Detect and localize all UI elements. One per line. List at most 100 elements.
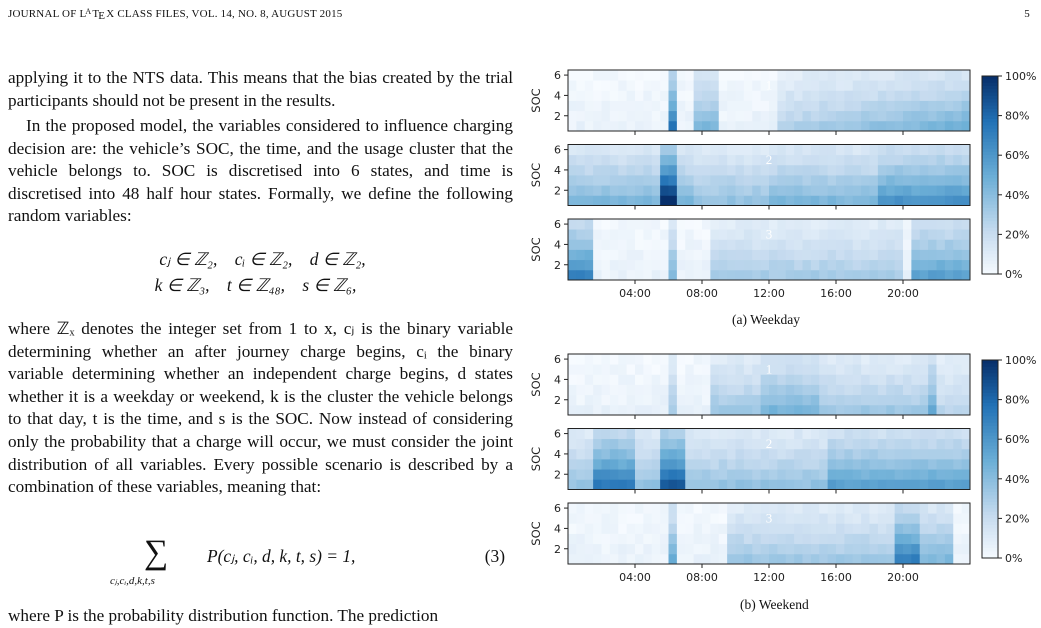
heatmap-cell [676,448,686,460]
heatmap-cell [886,195,896,206]
heatmap-cell [752,175,762,186]
heatmap-cell [919,144,929,156]
heatmap-cell [676,175,686,186]
colorbar-tick-label: 0% [1005,552,1022,565]
heatmap-cell [769,354,778,365]
heatmap-cell [877,100,887,112]
heatmap-cell [886,543,896,555]
heatmap-cell [861,229,870,240]
heatmap-cell [936,428,946,440]
colorbar-segment [982,495,998,500]
heatmap-cell [961,384,971,396]
heatmap-cell [626,428,636,440]
heatmap-cell [936,120,946,132]
heatmap-cell [819,164,829,176]
heatmap-cell [785,80,795,91]
heatmap-cell [894,533,904,545]
heatmap-cell [944,239,954,250]
heatmap-cell [760,164,770,176]
heatmap-cell [944,448,954,460]
heatmap-cell [702,394,711,406]
heatmap-cell [819,100,829,112]
heatmap-cell [852,259,862,271]
heatmap-cell [836,144,845,156]
y-tick-label: 6 [554,502,561,515]
heatmap-cell [727,533,736,545]
heatmap-cell [852,479,862,490]
y-axis-label: SOC [529,521,543,545]
y-tick-label: 4 [554,89,561,102]
heatmap-cell [919,90,929,101]
heatmap-cell [710,185,720,196]
heatmap-cell [568,195,577,206]
heatmap-cell [710,523,720,534]
heatmap-cell [911,164,921,176]
heatmap-cell [660,553,669,565]
heatmap-cell [676,259,686,271]
heatmap-cell [936,164,946,176]
x-tick-label: 08:00 [686,287,718,300]
heatmap-cell [576,469,586,480]
heatmap-cell [903,164,912,176]
heatmap-cell [660,90,669,101]
heatmap-cell [911,438,921,450]
heatmap-cell [618,164,628,176]
colorbar-segment [982,237,998,242]
heatmap-cell [618,100,628,112]
heatmap-cell [844,394,854,406]
heatmap-cell [785,428,795,440]
colorbar-segment [982,208,998,212]
heatmap-cell [869,459,879,470]
heatmap-cell [861,428,870,440]
heatmap-cell [727,438,736,450]
heatmap-cell [635,523,644,534]
cluster-label: 1 [766,362,773,377]
heatmap-cell [752,144,762,156]
colorbar-segment [982,184,998,189]
heatmap-cell [651,553,661,565]
heatmap-cell [760,533,770,545]
heatmap-cell [710,110,720,122]
heatmap-cell [702,110,711,122]
colorbar-segment [982,396,998,401]
heatmap-cell [861,384,870,396]
heatmap-cell [660,110,669,122]
heatmap-cell [718,374,728,385]
heatmap-cell [827,229,837,240]
heatmap-cell [593,503,602,514]
heatmap-cell [693,543,703,555]
heatmap-cell [568,503,577,514]
heatmap-cell [710,154,720,166]
y-tick-label: 4 [554,522,561,535]
heatmap-cell [752,219,762,230]
heatmap-cell [668,249,678,261]
heatmap-cell [869,354,879,365]
heatmap-cell [852,229,862,240]
colorbar-segment [982,109,998,113]
heatmap-cell [660,384,669,396]
heatmap-cell [626,154,636,166]
heatmap-cell [861,374,870,385]
heatmap-cell [794,523,803,534]
heatmap-cell [635,513,644,524]
heatmap-cell [877,354,887,365]
heatmap-cell [894,120,904,132]
heatmap-cell [928,185,937,196]
colorbar-segment [982,439,998,443]
heatmap-cell [794,364,803,375]
heatmap-cell [903,249,912,261]
heatmap-cell [777,120,787,132]
heatmap-cell [852,195,862,206]
heatmap-cell [819,543,829,555]
heatmap-cell [919,354,929,365]
heatmap-cell [844,533,854,545]
colorbar-segment [982,409,998,414]
heatmap-cell [869,479,879,490]
heatmap-cell [584,90,594,101]
heatmap-cell [810,70,820,81]
colorbar-segment [982,452,998,457]
heatmap-cell [810,259,820,271]
x-tick-label: 12:00 [753,571,785,584]
heatmap-cell [718,195,728,206]
heatmap-cell [777,374,787,385]
